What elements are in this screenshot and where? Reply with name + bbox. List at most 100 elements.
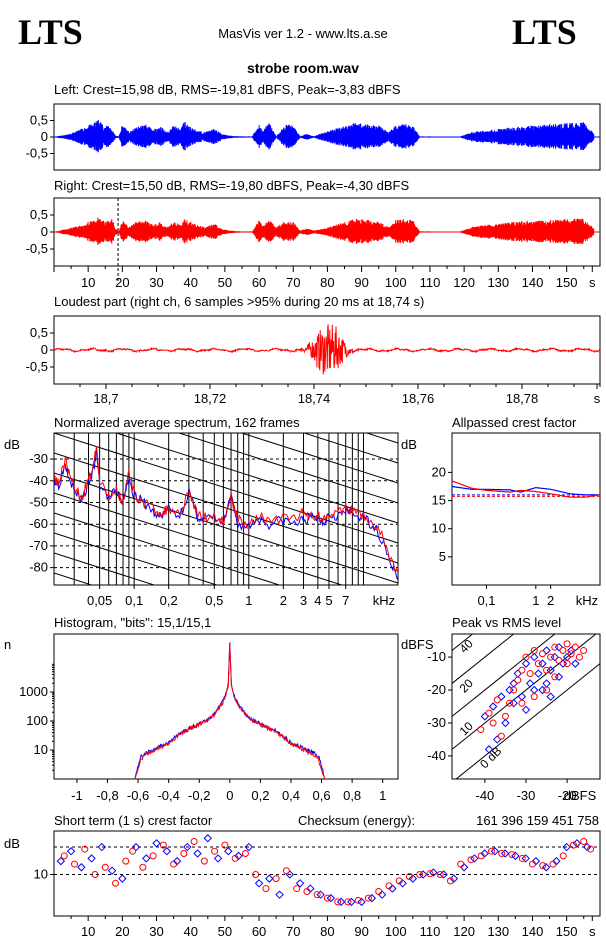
crest-point-left [162, 847, 171, 856]
peakrms-crest-line [452, 634, 597, 750]
crest-point-right [498, 849, 506, 857]
peakrms-point-right [506, 699, 514, 707]
peakrms-point-right [571, 643, 579, 651]
spectrum-ylabel: dB [4, 437, 20, 452]
peakrms-point-right [551, 673, 559, 681]
time-tick-label: 130 [487, 275, 509, 290]
time-tick-label: 120 [453, 275, 475, 290]
crest-point-right [252, 870, 260, 878]
peakrms-xtick-label: -20 [558, 788, 577, 803]
spectrum-ytick-label: -50 [29, 494, 48, 509]
peakrms-ylabel: dBFS [401, 637, 434, 652]
spectrum-slope-line [54, 653, 398, 763]
peakrms-point-left [505, 685, 514, 695]
peakrms-point-left [517, 692, 527, 701]
peakrms-point-left [530, 685, 539, 695]
histogram-ytick-label: 100 [26, 713, 48, 728]
crest-point-left [541, 863, 551, 872]
crest-point-left [87, 854, 96, 863]
crest-point-left [562, 842, 571, 852]
spectrum-xtick-label: 0,5 [205, 593, 223, 608]
time-tick-label: 100 [385, 275, 407, 290]
allpassed-xtick-label: 2 [547, 593, 554, 608]
loudest-ytick-label: -0,5 [26, 359, 48, 374]
allpassed-xtick-label: kHz [576, 593, 598, 608]
peakrms-point-left [509, 698, 518, 708]
peakrms-point-right [575, 653, 583, 661]
crest-point-left [347, 897, 356, 907]
crest-point-right [375, 888, 383, 896]
peakrms-point-left [525, 679, 535, 688]
crest-point-left [490, 847, 500, 856]
spectrum-slope-line [54, 313, 398, 423]
loudest-title: Loudest part (right ch, 6 samples >95% d… [54, 294, 424, 309]
peakrms-point-left [538, 685, 547, 695]
peakrms-point-left [554, 672, 564, 682]
spectrum-xtick-label: kHz [373, 593, 395, 608]
allpassed-ytick-label: 20 [432, 464, 446, 479]
crest-point-left [224, 847, 233, 856]
crest-point-right [528, 860, 536, 868]
right-title: Right: Crest=15,50 dB, RMS=-19,80 dBFS, … [54, 178, 409, 193]
crest-point-left [367, 893, 377, 903]
histogram-xtick-label: 0,6 [313, 788, 331, 803]
peakrms-point-right [559, 646, 567, 654]
left-ytick-label: 0 [41, 129, 48, 144]
crest-xtick-label: 50 [218, 924, 232, 939]
histogram-xtick-label: -0,2 [188, 788, 210, 803]
crest-point-right [334, 898, 342, 906]
crest-point-left [265, 874, 274, 883]
peakrms-point-left [554, 642, 564, 652]
crest-point-right [323, 894, 331, 902]
loudest-xtick-label: s [594, 391, 601, 406]
crest-point-left [193, 849, 202, 858]
crest-point-left [316, 890, 325, 899]
crest-point-right [211, 847, 219, 855]
peakrms-point-right [522, 653, 530, 661]
crest-xtick-label: 30 [149, 924, 163, 939]
peakrms-point-left [538, 659, 547, 668]
peakrms-point-left [521, 659, 531, 668]
time-tick-label: 40 [183, 275, 197, 290]
peakrms-title: Peak vs RMS level [452, 615, 561, 630]
crest-point-right [272, 875, 280, 883]
crest-point-left [449, 874, 459, 883]
left-waveform [53, 120, 595, 153]
peakrms-point-left [493, 735, 502, 744]
peakrms-point-right [567, 650, 575, 658]
crest-point-right [221, 841, 229, 849]
time-tick-label: 30 [149, 275, 163, 290]
crest-point-right [112, 879, 120, 887]
crest-point-right [436, 870, 444, 878]
spectrum-slope-line [54, 673, 398, 783]
crest-point-right [282, 867, 290, 875]
allpassed-series-right [451, 480, 601, 498]
crest-point-right [457, 860, 465, 868]
histogram-xtick-label: -0,8 [96, 788, 118, 803]
crest-point-right [293, 885, 301, 893]
crest-point-right [60, 852, 68, 860]
crest-point-left [97, 842, 107, 852]
crest-point-left [77, 863, 86, 872]
histogram-xtick-label: 0,4 [282, 788, 300, 803]
peakrms-xtick-label: dBFS [564, 788, 597, 803]
crest-point-left [439, 870, 448, 879]
loudest-xtick-label: 18,7 [93, 391, 118, 406]
spectrum-slope-line [54, 593, 398, 703]
crest-point-left [56, 856, 66, 866]
peakrms-point-right [555, 656, 563, 664]
histogram-xtick-label: -1 [71, 788, 83, 803]
loudest-ytick-label: 0,5 [30, 325, 48, 340]
crest-point-right [149, 852, 157, 860]
crest-point-left [500, 849, 510, 858]
loudest-xtick-label: 18,72 [194, 391, 227, 406]
spectrum-slope-line [54, 492, 344, 585]
spectrum-title: Normalized average spectrum, 162 frames [54, 415, 300, 430]
histogram-frame [53, 633, 399, 780]
histogram-xtick-label: -0,6 [127, 788, 149, 803]
crest-point-left [142, 854, 151, 863]
histogram-xtick-label: 0,2 [251, 788, 269, 803]
crest-point-left [388, 884, 397, 893]
crest-point-right [467, 856, 475, 864]
crest-point-right [518, 854, 526, 862]
